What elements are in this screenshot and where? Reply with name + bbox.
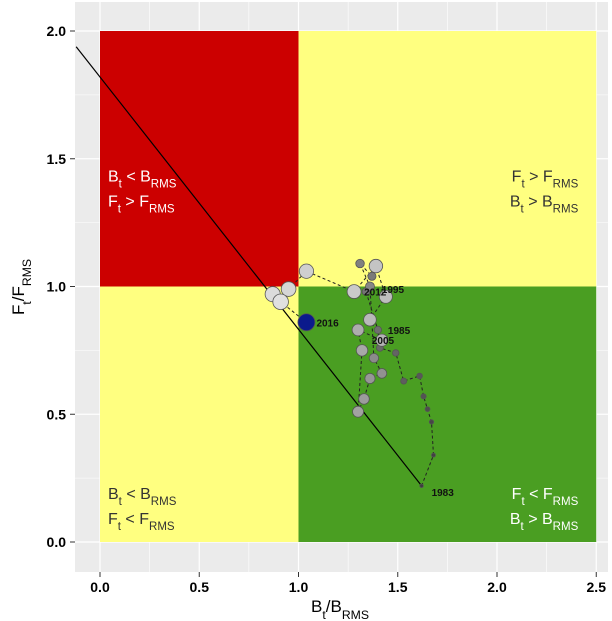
quadrant-label-bottom-right-2: Bt > BRMS [510,511,579,533]
quadrant-label-top-right-2: Bt > BRMS [510,193,579,215]
quadrant-regions [100,31,597,542]
data-point [400,377,408,385]
y-axis-ticks: 0.0 0.5 1.0 1.5 2.0 [47,23,75,550]
x-tick-label: 1.0 [289,579,309,595]
year-label: 1985 [388,326,411,337]
quadrant-label-bottom-right-1: Ft < FRMS [512,486,579,508]
data-point [272,293,289,311]
quadrant-top-left [100,31,299,287]
quadrant-bottom-right [298,286,597,542]
data-point [431,452,436,458]
y-tick-label: 0.0 [47,534,67,550]
quadrant-label-top-left-1: Bt < BRMS [108,168,177,190]
data-point [346,284,362,299]
quadrant-bottom-left [100,286,299,542]
quadrant-top-right [298,31,597,287]
quadrant-label-top-right-1: Ft > FRMS [512,168,579,190]
x-tick-label: 2.5 [587,579,607,595]
data-point [376,368,388,379]
data-point [424,406,431,412]
data-point [378,289,393,304]
reference-line-path [75,46,423,487]
quadrant-label-top-left-2: Ft > FRMS [108,193,175,215]
year-label: 2016 [316,318,339,329]
data-points [264,258,436,488]
x-tick-label: 0.0 [90,579,110,595]
y-tick-label: 1.5 [47,151,67,167]
y-tick-label: 2.0 [47,23,67,39]
data-point [298,263,315,279]
data-point [368,352,380,364]
year-label: 1983 [432,488,455,499]
data-point [428,419,435,425]
data-point [280,281,297,297]
x-tick-label: 1.5 [388,579,408,595]
y-tick-label: 0.5 [47,406,67,422]
data-point [364,372,376,384]
y-axis-label: Ft/FRMS [9,259,34,315]
data-point [416,372,423,380]
data-point [365,281,375,292]
y-tick-label: 1.0 [47,279,67,295]
data-point [352,405,364,418]
quadrant-label-bottom-left-1: Bt < BRMS [108,486,177,508]
data-point [375,333,389,347]
year-label: 1995 [382,285,405,296]
data-point [358,393,370,405]
data-point [351,323,365,337]
data-point [419,483,424,488]
data-point [368,258,384,274]
year-label: 2005 [372,336,395,347]
quadrant-label-bottom-left-2: Ft < FRMS [108,511,175,533]
x-axis-ticks: 0.0 0.5 1.0 1.5 2.0 2.5 [90,572,606,595]
data-point [392,349,400,357]
reference-line [75,46,423,487]
data-point [363,312,377,327]
data-point [297,313,316,332]
quadrant-labels: Bt < BRMS Ft > FRMS Ft > FRMS Bt > BRMS Bt <… [108,168,579,533]
data-point [367,271,377,281]
x-tick-label: 2.0 [487,579,507,595]
year-label: 2012 [364,288,387,299]
data-point [420,393,427,400]
data-point [355,258,365,269]
year-labels: 1983 1985 2012 2016 1995 2005 [316,285,454,499]
x-axis-label: Bt/BRMS [311,597,369,621]
x-tick-label: 0.5 [190,579,210,595]
data-point [355,344,369,357]
data-point [373,325,382,334]
